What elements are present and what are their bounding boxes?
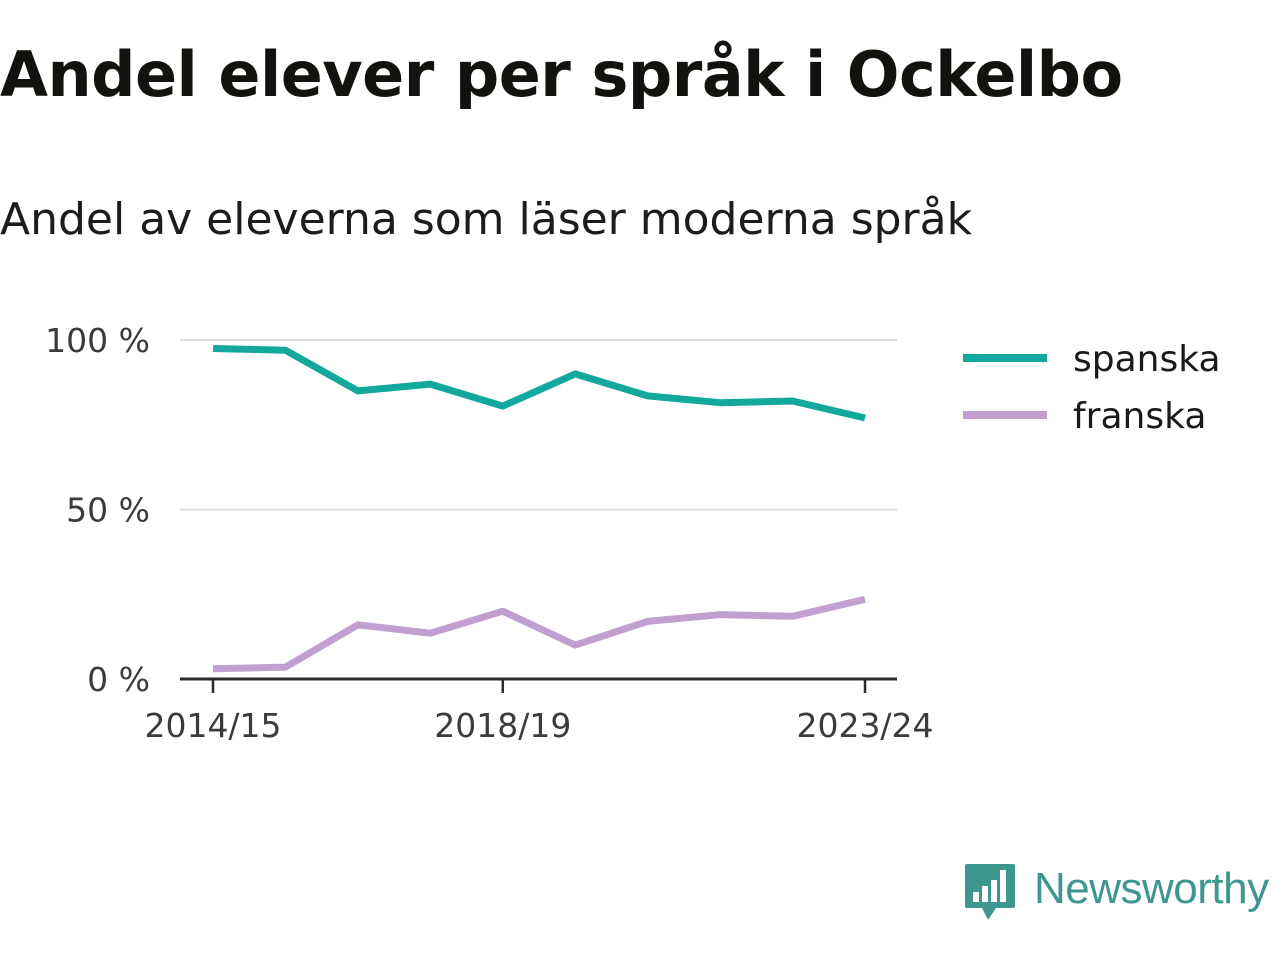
x-tick-label: 2023/24 <box>796 706 933 745</box>
x-tick-label: 2014/15 <box>144 706 281 745</box>
newsworthy-brand: Newsworthy <box>964 862 1269 924</box>
brand-name: Newsworthy <box>1034 864 1269 913</box>
legend-label-franska: franska <box>1073 396 1206 437</box>
chart-subtitle: Andel av eleverna som läser moderna språ… <box>0 194 973 245</box>
y-tick-label: 0 % <box>87 660 150 699</box>
chart-title: Andel elever per språk i Ockelbo <box>0 38 1123 111</box>
newsworthy-bar-chart-bubble-icon <box>965 864 1015 920</box>
series-line-franska <box>212 595 866 673</box>
y-tick-label: 50 % <box>66 491 150 530</box>
y-tick-label: 100 % <box>45 321 150 360</box>
series-line-spanska <box>212 345 866 422</box>
x-tick-label: 2018/19 <box>434 706 571 745</box>
legend-label-spanska: spanska <box>1073 339 1221 380</box>
